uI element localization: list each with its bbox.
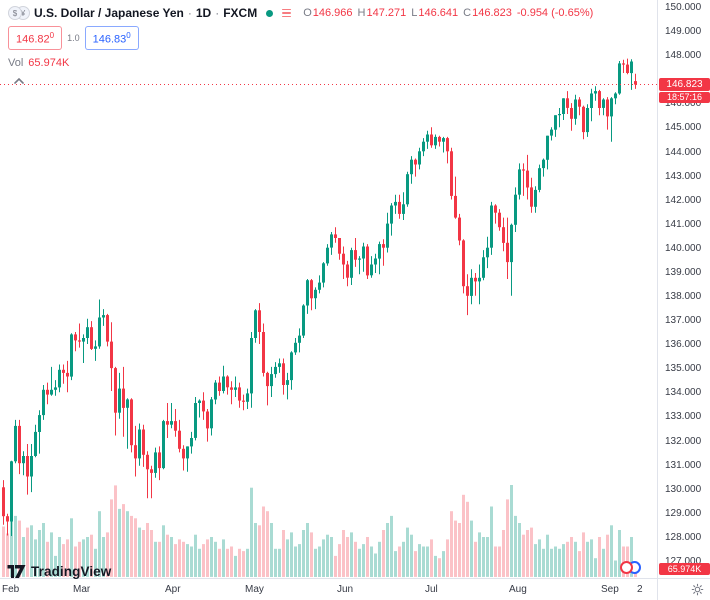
- volume-value-tag: 65.974K: [659, 563, 710, 576]
- last-price-tag: 146.823: [659, 77, 710, 91]
- price-tick: 142.000: [665, 194, 702, 206]
- chevron-up-icon: [14, 78, 24, 84]
- usd-currency-icon: $: [8, 6, 22, 20]
- tradingview-brand[interactable]: TradingView: [7, 564, 111, 579]
- volume-legend-row: Vol 65.974K: [8, 57, 593, 69]
- change-readout: -0.954 (-0.65%): [516, 7, 594, 19]
- price-tick: 137.000: [665, 315, 702, 327]
- chart-plot-area[interactable]: [0, 0, 657, 578]
- price-tick: 139.000: [665, 266, 702, 278]
- price-tick: 145.000: [665, 122, 702, 134]
- bar-countdown-tag: 18:57:16: [659, 91, 710, 103]
- gear-icon[interactable]: [691, 583, 704, 596]
- price-tick: 149.000: [665, 26, 702, 38]
- buy-button[interactable]: 146.830: [84, 26, 139, 50]
- price-tick: 148.000: [665, 50, 702, 62]
- symbol-legend: ¥ $ U.S. Dollar / Japanese Yen · 1D · FX…: [8, 6, 593, 89]
- time-tick: Jun: [337, 584, 354, 595]
- time-tick: May: [245, 584, 264, 595]
- time-tick: Aug: [509, 584, 527, 595]
- price-tick: 135.000: [665, 363, 702, 375]
- ohlc-readout: O146.966 H147.271 L146.641 C146.823 -0.9…: [303, 7, 594, 19]
- economic-event-icon[interactable]: [620, 561, 633, 574]
- timeframe-label[interactable]: 1D: [195, 6, 212, 20]
- sell-button[interactable]: 146.820: [8, 26, 63, 50]
- spread-value: 1.0: [67, 32, 80, 43]
- time-tick: Apr: [165, 584, 181, 595]
- data-list-icon[interactable]: [282, 8, 292, 18]
- price-tick: 146.000: [665, 98, 702, 110]
- price-tick: 143.000: [665, 170, 702, 182]
- axis-settings-corner[interactable]: [657, 578, 710, 600]
- bid-ask-row: 146.820 1.0 146.830: [8, 26, 593, 50]
- price-tick: 132.000: [665, 435, 702, 447]
- last-price-label-group: 146.823 18:57:16: [659, 77, 710, 103]
- time-tick: Feb: [2, 584, 20, 595]
- currency-pair-icon: ¥ $: [8, 6, 30, 20]
- price-tick: 140.000: [665, 242, 702, 254]
- brand-text: TradingView: [31, 564, 112, 579]
- price-tick: 136.000: [665, 339, 702, 351]
- exchange-label[interactable]: FXCM: [223, 6, 258, 20]
- symbol-title[interactable]: U.S. Dollar / Japanese Yen: [34, 6, 184, 20]
- collapse-legend-button[interactable]: [8, 74, 30, 89]
- tradingview-logo-icon: [7, 565, 26, 578]
- economic-events-group[interactable]: [620, 561, 641, 574]
- price-tick: 144.000: [665, 146, 702, 158]
- symbol-title-row: ¥ $ U.S. Dollar / Japanese Yen · 1D · FX…: [8, 6, 593, 20]
- price-tick: 138.000: [665, 291, 702, 303]
- volume-current-value: 65.974K: [28, 56, 70, 69]
- separator: ·: [215, 6, 220, 20]
- price-axis[interactable]: 146.823 18:57:16 65.974K 150.000 149.000 1…: [657, 0, 710, 578]
- price-tick: 131.000: [665, 459, 702, 471]
- market-status-icon: [266, 9, 274, 17]
- price-tick: 128.000: [665, 531, 702, 543]
- time-tick: 2: [637, 584, 643, 595]
- price-tick: 150.000: [665, 2, 702, 13]
- price-tick: 133.000: [665, 411, 702, 423]
- time-tick: Jul: [425, 584, 438, 595]
- price-tick: 134.000: [665, 387, 702, 399]
- time-tick: Sep: [601, 584, 619, 595]
- volume-label[interactable]: Vol: [8, 56, 24, 69]
- candlestick-chart[interactable]: [0, 0, 657, 578]
- price-tick: 127.000: [665, 556, 702, 567]
- time-axis[interactable]: Feb Mar Apr May Jun Jul Aug Sep 2: [0, 578, 657, 600]
- price-tick: 141.000: [665, 218, 702, 230]
- separator: ·: [187, 6, 192, 20]
- time-tick: Mar: [73, 584, 91, 595]
- price-tick: 129.000: [665, 507, 702, 519]
- price-tick: 130.000: [665, 483, 702, 495]
